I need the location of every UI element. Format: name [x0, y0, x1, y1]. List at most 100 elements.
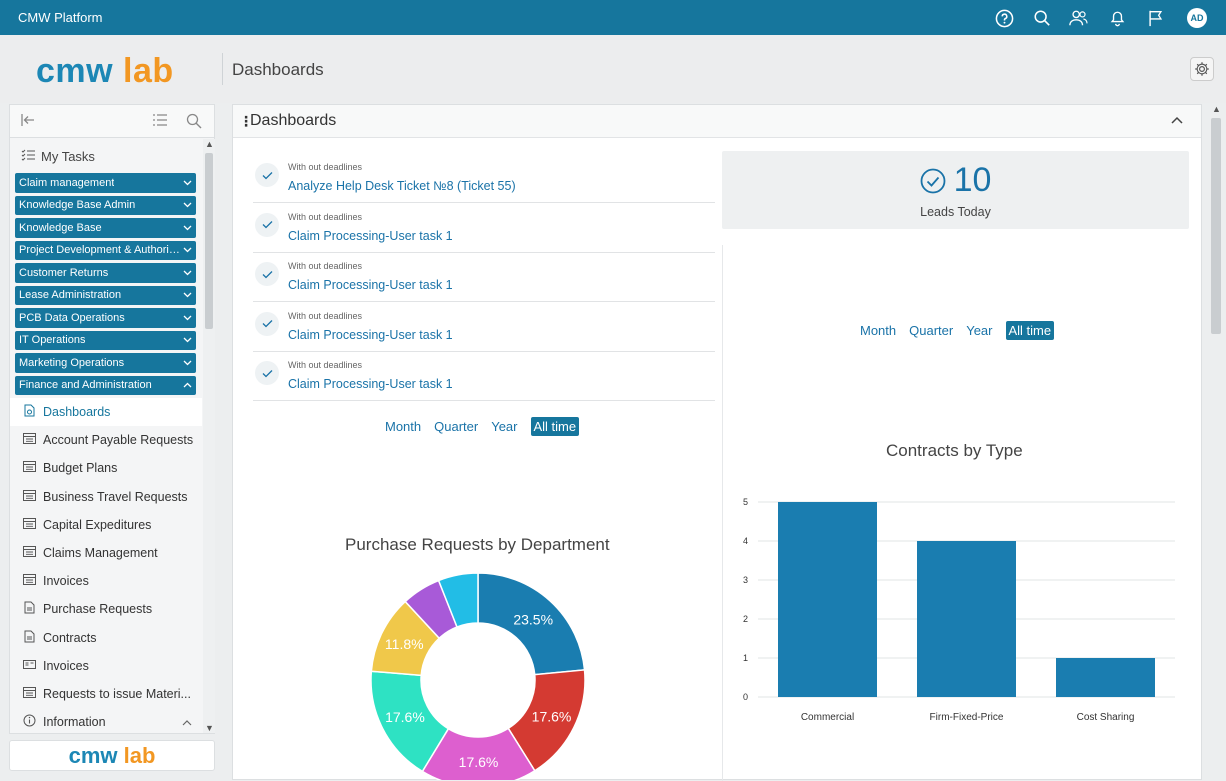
- period-option[interactable]: All time: [530, 417, 580, 436]
- chevron-down-icon[interactable]: [183, 267, 192, 279]
- sidebar-item[interactable]: Account Payable Requests: [10, 426, 202, 454]
- task-list-icon: [21, 149, 35, 164]
- chevron-up-icon[interactable]: [182, 715, 192, 729]
- chevron-down-icon[interactable]: [183, 334, 192, 346]
- users-icon[interactable]: [1068, 8, 1088, 28]
- sidebar-group[interactable]: Claim management: [15, 173, 196, 193]
- sidebar-item[interactable]: Contracts: [10, 624, 202, 652]
- table-icon: [22, 574, 36, 588]
- period-option[interactable]: Year: [966, 323, 993, 338]
- flag-icon[interactable]: [1145, 8, 1165, 28]
- task-name-link[interactable]: Claim Processing-User task 1: [288, 327, 453, 342]
- chevron-up-icon[interactable]: [183, 379, 192, 391]
- chevron-down-icon[interactable]: [183, 222, 192, 234]
- check-icon[interactable]: [255, 361, 279, 385]
- main-scroll-thumb[interactable]: [1211, 118, 1221, 334]
- sidebar-item[interactable]: Requests to issue Materi...: [10, 680, 202, 708]
- sidebar-item[interactable]: Claims Management: [10, 539, 202, 567]
- sidebar-group[interactable]: PCB Data Operations: [15, 308, 196, 328]
- task-item[interactable]: With out deadlines Claim Processing-User …: [253, 205, 715, 253]
- sidebar-group[interactable]: Marketing Operations: [15, 353, 196, 373]
- sidebar-scrollbar[interactable]: ▲ ▼: [203, 139, 215, 733]
- donut-slice[interactable]: [477, 572, 586, 676]
- chevron-down-icon[interactable]: [183, 312, 192, 324]
- sidebar-group[interactable]: Knowledge Base: [15, 218, 196, 238]
- task-item[interactable]: With out deadlines Analyze Help Desk Tick…: [253, 155, 715, 203]
- bar[interactable]: [778, 502, 877, 697]
- sidebar-group[interactable]: Knowledge Base Admin: [15, 195, 196, 215]
- purchase-requests-donut-chart: 23.5% 17.6% 17.6% 17.6% 11.8%: [370, 572, 586, 780]
- sidebar-item[interactable]: Capital Expeditures: [10, 511, 202, 539]
- cmw-lab-logo: cmw lab: [36, 52, 174, 90]
- my-tasks-link[interactable]: My Tasks: [10, 139, 202, 173]
- scroll-up-icon[interactable]: ▲: [205, 139, 214, 149]
- sidebar-item[interactable]: Purchase Requests: [10, 595, 202, 623]
- task-item[interactable]: With out deadlines Claim Processing-User …: [253, 353, 715, 401]
- task-name-link[interactable]: Analyze Help Desk Ticket №8 (Ticket 55): [288, 179, 516, 193]
- task-name-link[interactable]: Claim Processing-User task 1: [288, 278, 453, 292]
- sidebar-group[interactable]: Project Development & Authoriz...: [15, 240, 196, 260]
- y-tick-label: 2: [743, 614, 748, 624]
- dashboard-icon: [22, 404, 36, 420]
- bell-icon[interactable]: [1107, 8, 1127, 28]
- check-icon[interactable]: [255, 262, 279, 286]
- sidebar-item-label: Invoices: [43, 658, 89, 673]
- sidebar-item[interactable]: Information: [10, 708, 202, 733]
- kpi-value-row: 10: [722, 161, 1189, 200]
- document-icon: [22, 601, 36, 617]
- task-item[interactable]: With out deadlines Claim Processing-User …: [253, 304, 715, 352]
- search-icon[interactable]: [1032, 8, 1052, 28]
- sidebar-item-label: Dashboards: [43, 405, 111, 420]
- period-option[interactable]: Quarter: [434, 419, 479, 434]
- sidebar-item[interactable]: Budget Plans: [10, 454, 202, 482]
- sidebar-item[interactable]: Business Travel Requests: [10, 483, 202, 511]
- help-icon[interactable]: [994, 8, 1014, 28]
- chevron-down-icon[interactable]: [183, 357, 192, 369]
- scroll-down-icon[interactable]: ▼: [205, 723, 214, 733]
- collapse-panel-icon[interactable]: [1171, 113, 1183, 127]
- sidebar: My Tasks Claim management Knowledge Base …: [9, 104, 215, 734]
- my-tasks-label: My Tasks: [41, 148, 95, 164]
- collapse-sidebar-icon[interactable]: [20, 113, 36, 132]
- donut-slice[interactable]: [437, 572, 479, 628]
- task-name-link[interactable]: Claim Processing-User task 1: [288, 228, 453, 243]
- bar[interactable]: [917, 541, 1016, 697]
- chevron-down-icon[interactable]: [183, 244, 192, 256]
- sidebar-group[interactable]: Finance and Administration: [15, 375, 196, 395]
- settings-button[interactable]: [1190, 57, 1214, 81]
- period-option[interactable]: Month: [385, 419, 422, 434]
- dashboard-panel: ⋮ Dashboards With out deadlines Analyze H…: [232, 104, 1202, 781]
- chevron-down-icon[interactable]: [183, 177, 192, 189]
- bar[interactable]: [1056, 658, 1155, 697]
- document-icon: [22, 630, 36, 646]
- sidebar-scroll-thumb[interactable]: [205, 153, 213, 329]
- main-scroll-up-icon[interactable]: ▲: [1212, 104, 1221, 114]
- task-item[interactable]: With out deadlines Claim Processing-User …: [253, 254, 715, 302]
- period-option[interactable]: Quarter: [909, 323, 954, 338]
- sidebar-group[interactable]: Customer Returns: [15, 263, 196, 283]
- chevron-down-icon[interactable]: [183, 289, 192, 301]
- avatar[interactable]: AD: [1187, 8, 1207, 28]
- check-icon[interactable]: [255, 163, 279, 187]
- list-view-icon[interactable]: [152, 113, 168, 132]
- panel-menu-icon[interactable]: ⋮: [239, 113, 253, 129]
- main-scrollbar[interactable]: ▲: [1208, 104, 1224, 780]
- sidebar-group[interactable]: IT Operations: [15, 330, 196, 350]
- sidebar-item-label: Capital Expeditures: [43, 517, 152, 532]
- period-option[interactable]: All time: [1005, 321, 1055, 340]
- check-icon[interactable]: [255, 212, 279, 237]
- task-name-link[interactable]: Claim Processing-User task 1: [288, 377, 453, 391]
- chevron-down-icon[interactable]: [183, 199, 192, 211]
- sidebar-group-label: Lease Administration: [19, 289, 122, 302]
- sidebar-item[interactable]: Invoices: [10, 567, 202, 595]
- check-icon[interactable]: [255, 311, 279, 336]
- sidebar-search-icon[interactable]: [186, 113, 202, 134]
- sidebar-group[interactable]: Lease Administration: [15, 285, 196, 305]
- period-option[interactable]: Year: [491, 419, 518, 434]
- sidebar-item-label: Budget Plans: [43, 461, 118, 476]
- panel-title: Dashboards: [250, 112, 337, 129]
- sidebar-item[interactable]: Invoices: [10, 652, 202, 680]
- period-option[interactable]: Month: [860, 323, 897, 338]
- kpi-card[interactable]: 10 Leads Today: [722, 151, 1189, 229]
- sidebar-item[interactable]: Dashboards: [10, 398, 202, 427]
